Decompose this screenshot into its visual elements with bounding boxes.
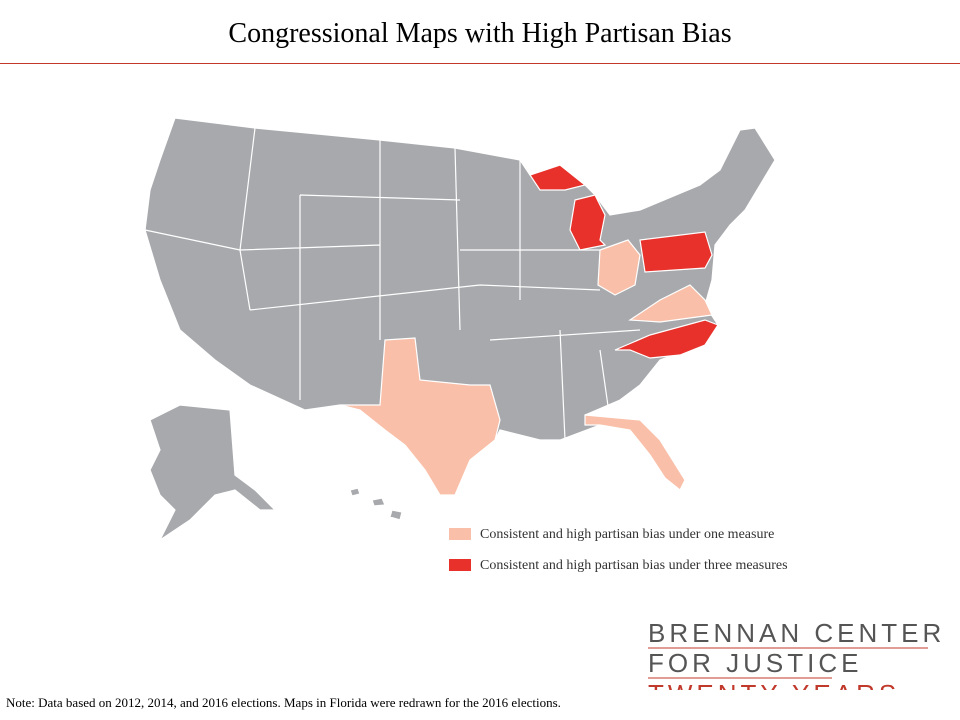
texas: [339, 337, 501, 496]
legend-label: Consistent and high partisan bias under …: [480, 558, 788, 573]
legend-swatch: [449, 559, 471, 571]
ohio: [597, 239, 641, 296]
title-rule: [0, 63, 960, 64]
legend-label: Consistent and high partisan bias under …: [480, 527, 774, 542]
pennsylvania: [639, 231, 713, 273]
map: Consistent and high partisan bias under …: [144, 117, 945, 690]
logo-line: TWENTY YEARS: [648, 679, 900, 690]
north-carolina: [614, 319, 719, 359]
state-borders: [144, 127, 641, 441]
logo-line: BRENNAN CENTER: [648, 618, 945, 648]
slide-title: Congressional Maps with High Partisan Bi…: [228, 18, 732, 49]
michigan: [529, 164, 607, 251]
logo: BRENNAN CENTER FOR JUSTICE TWENTY YEARS: [648, 618, 945, 690]
legend: Consistent and high partisan bias under …: [449, 527, 788, 573]
virginia: [628, 284, 713, 323]
florida: [584, 414, 686, 491]
alaska: [149, 404, 277, 542]
hawaii: [349, 487, 403, 521]
logo-line: FOR JUSTICE: [648, 648, 862, 678]
legend-swatch: [449, 528, 471, 540]
footnote: Note: Data based on 2012, 2014, and 2016…: [6, 695, 561, 710]
highlighted-states: [339, 164, 719, 496]
